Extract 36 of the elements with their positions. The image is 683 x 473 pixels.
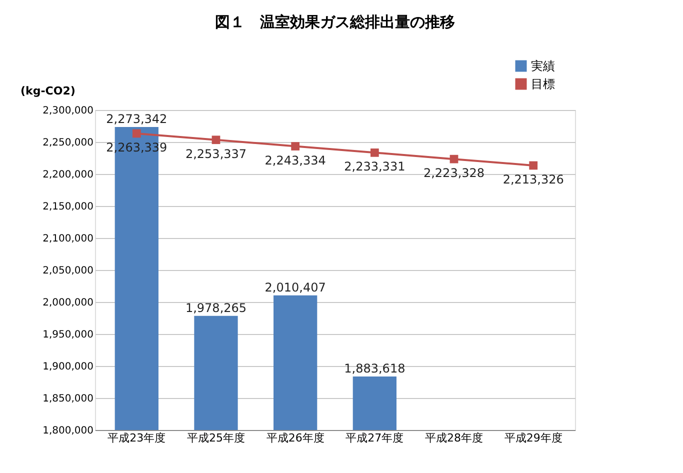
chart-title: 図１ 温室効果ガス総排出量の推移 xyxy=(215,13,455,31)
x-tick-label: 平成25年度 xyxy=(186,432,245,444)
point xyxy=(212,136,220,144)
y-axis-title: (kg-CO2) xyxy=(20,84,76,98)
data-label: 2,010,407 xyxy=(264,280,326,294)
legend-label: 目標 xyxy=(531,77,555,91)
data-label: 2,273,342 xyxy=(106,112,168,126)
y-tick-label: 2,150,000 xyxy=(42,202,94,212)
point xyxy=(450,154,458,164)
x-tick-label: 平成26年度 xyxy=(266,432,324,444)
y-tick-label: 1,950,000 xyxy=(42,330,94,340)
y-tick-label: 2,050,000 xyxy=(42,266,94,276)
data-label: 2,213,326 xyxy=(502,172,564,186)
x-tick-label: 平成23年度 xyxy=(108,432,166,444)
y-tick-label: 2,200,000 xyxy=(42,170,94,180)
point xyxy=(132,129,141,138)
y-tick-label: 2,100,000 xyxy=(42,234,94,244)
y-tick-label: 2,250,000 xyxy=(42,138,94,148)
y-tick-label: 1,900,000 xyxy=(42,362,94,372)
y-tick-label: 2,000,000 xyxy=(42,298,94,308)
data-label: 1,883,618 xyxy=(344,361,406,376)
x-tick-label: 平成27年度 xyxy=(346,432,404,444)
y-tick-label: 1,850,000 xyxy=(42,394,94,404)
x-tick-label: 平成29年度 xyxy=(504,432,562,444)
data-label: 1,978,265 xyxy=(185,300,247,315)
point xyxy=(291,142,300,150)
data-label: 2,253,337 xyxy=(185,146,247,161)
legend-label: 実績 xyxy=(531,59,555,73)
data-label: 2,233,331 xyxy=(344,160,406,174)
y-tick-label: 2,300,000 xyxy=(42,106,94,116)
y-tick-label: 1,800,000 xyxy=(42,426,94,436)
x-tick-label: 平成28年度 xyxy=(425,432,484,444)
data-label: 2,223,328 xyxy=(423,166,485,180)
point xyxy=(529,161,538,170)
data-label: 2,243,334 xyxy=(264,153,326,168)
point xyxy=(370,148,379,157)
